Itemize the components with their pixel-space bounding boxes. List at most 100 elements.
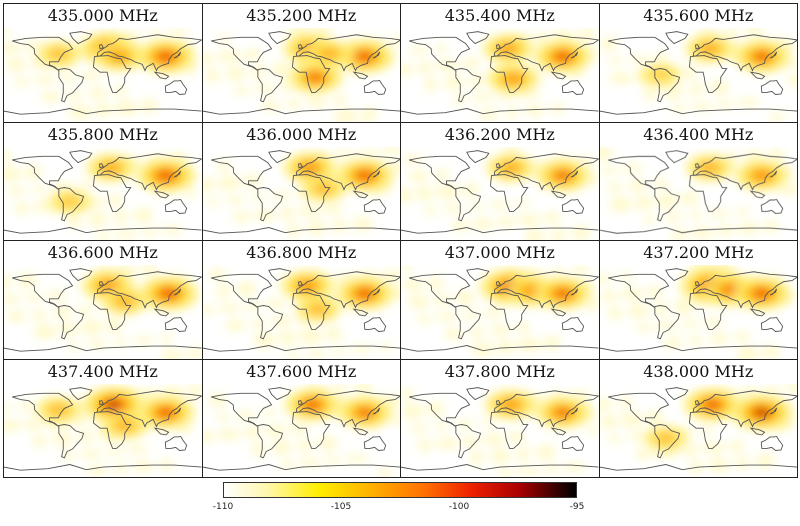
heat-hotspot (316, 184, 330, 192)
heat-hotspot (703, 399, 721, 410)
coastline (292, 174, 329, 211)
coastline (695, 400, 699, 404)
coastline (59, 187, 84, 220)
coastline (496, 400, 500, 404)
coastline (211, 156, 271, 189)
coastline (59, 69, 84, 102)
heat-hotspot (157, 407, 175, 417)
coastline (257, 306, 282, 339)
coastline (695, 282, 699, 286)
map-panel: 437.400 MHz (3, 358, 203, 478)
coastline (654, 187, 679, 220)
map-panel: 437.600 MHz (201, 358, 401, 478)
coastline (93, 411, 130, 448)
panel-title: 438.000 MHz (643, 361, 754, 381)
coastline (494, 35, 598, 71)
panel-title: 436.400 MHz (643, 124, 754, 144)
heat-hotspot (108, 401, 120, 408)
coastline (409, 156, 469, 189)
world-map (202, 265, 401, 359)
coastline (298, 163, 302, 167)
coastline (467, 387, 489, 399)
coastline (693, 390, 797, 426)
coastline (268, 269, 290, 281)
heat-hotspot (63, 197, 77, 205)
heat-hotspot (299, 281, 315, 291)
heat-hotspot (702, 44, 717, 53)
coastline (257, 424, 282, 457)
panel-title: 436.200 MHz (444, 124, 555, 144)
heat-hotspot (311, 305, 325, 314)
coastline (695, 45, 699, 49)
coastline-antarctica (401, 109, 599, 115)
coastline (97, 35, 201, 71)
coastline (494, 390, 598, 426)
coastline (97, 272, 201, 308)
coastline (296, 153, 400, 189)
coastline (689, 293, 726, 330)
coastline-antarctica (203, 464, 401, 470)
coastline (268, 32, 290, 44)
coastline (750, 309, 764, 316)
heat-hotspot (702, 163, 717, 172)
coastline-antarctica (401, 464, 599, 470)
coastline (155, 309, 169, 316)
coastline (665, 150, 687, 162)
coastline (93, 56, 130, 93)
heat-hotspot (321, 49, 336, 58)
coastline (12, 274, 72, 307)
coastline (770, 407, 777, 413)
colorbar (223, 482, 577, 498)
coastline (571, 170, 578, 176)
coastline (467, 32, 489, 44)
coastline (571, 289, 578, 295)
map-panel: 436.200 MHz (400, 121, 600, 241)
colorbar-tick-label: -105 (330, 502, 352, 512)
map-panel: 435.400 MHz (400, 3, 600, 123)
coastline (467, 150, 489, 162)
panel-title: 435.400 MHz (444, 6, 555, 25)
coastline (174, 52, 181, 58)
panel-title: 437.000 MHz (444, 243, 555, 262)
map-panel: 436.400 MHz (598, 121, 798, 241)
coastline (456, 69, 481, 102)
map-panel: 436.800 MHz (201, 240, 401, 360)
coastline (770, 52, 777, 58)
coastline (99, 400, 103, 404)
panel-title: 436.800 MHz (246, 243, 357, 262)
heat-hotspot (554, 288, 571, 299)
coastline (93, 174, 130, 211)
coastline (165, 317, 186, 331)
coastline-antarctica (600, 464, 798, 470)
world-map (202, 383, 401, 477)
heat-hotspot (505, 74, 521, 84)
coastline (70, 150, 92, 162)
coastline (12, 37, 72, 70)
coastline (298, 45, 302, 49)
coastline (750, 428, 764, 435)
panel-title: 437.800 MHz (444, 361, 555, 381)
coastline (750, 191, 764, 198)
coastline (165, 436, 186, 450)
coastline-antarctica (203, 346, 401, 352)
coastline (761, 317, 782, 331)
heat-hotspot (307, 72, 323, 82)
coastline (165, 80, 186, 94)
heat-hotspot (554, 51, 572, 62)
coastline (494, 272, 598, 308)
coastline (364, 199, 385, 213)
coastline (59, 306, 84, 339)
coastline (373, 407, 380, 413)
heat-hotspot (103, 163, 119, 172)
heat-hotspot (752, 288, 770, 299)
colorbar-tick-label: -95 (569, 502, 585, 512)
panel-title: 436.600 MHz (47, 243, 158, 262)
coastline (257, 187, 282, 220)
coastline (268, 387, 290, 399)
coastline-antarctica (203, 109, 401, 115)
heat-hotspot (503, 163, 518, 172)
coastline (298, 282, 302, 286)
coastline (562, 436, 583, 450)
heat-hotspot (52, 405, 66, 414)
coastline (571, 407, 578, 413)
